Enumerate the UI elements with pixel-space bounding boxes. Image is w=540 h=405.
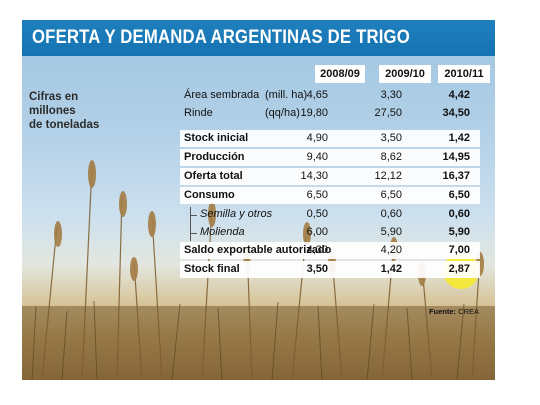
cell-value: 12,12 (374, 170, 402, 182)
sub-item-bracket (190, 207, 199, 241)
table-row: Semilla y otros 0,50 0,60 0,60 (180, 206, 480, 223)
row-label: Producción (184, 151, 245, 163)
wheat-field-image (22, 160, 495, 380)
table-row: Rinde (qq/ha) 19,80 27,50 34,50 (180, 105, 480, 122)
table-row: Producción 9,40 8,62 14,95 (180, 149, 480, 166)
cell-value: 1,42 (448, 132, 470, 144)
table-row: Saldo exportable autorizado 4,30 4,20 7,… (180, 242, 480, 259)
cell-value-highlighted: 2,87 (448, 263, 470, 275)
cell-value: 27,50 (374, 107, 402, 119)
cell-value: 3,50 (380, 132, 402, 144)
cell-value: 6,00 (306, 226, 328, 238)
cell-value: 8,62 (380, 151, 402, 163)
cell-value: 6,50 (380, 189, 402, 201)
cell-value: 5,90 (380, 226, 402, 238)
table-row: Stock inicial 4,90 3,50 1,42 (180, 130, 480, 147)
row-unit: (mill. ha) (265, 89, 308, 101)
cell-value: 6,50 (306, 189, 328, 201)
table-row: Consumo 6,50 6,50 6,50 (180, 187, 480, 204)
cell-value: 6,50 (448, 189, 470, 201)
table-row: Stock final 3,50 1,42 2,87 (180, 261, 480, 278)
source-name: CREA (458, 307, 479, 316)
row-label: Saldo exportable autorizado (184, 244, 332, 256)
cell-value: 1,42 (380, 263, 402, 275)
cell-value: 4,30 (306, 244, 328, 256)
row-label: Rinde (184, 107, 213, 119)
table-row: Molienda 6,00 5,90 5,90 (180, 224, 480, 241)
row-label: Semilla y otros (200, 208, 273, 220)
cell-value: 4,90 (306, 132, 328, 144)
cell-value: 0,60 (448, 208, 470, 220)
cell-value: 0,50 (306, 208, 328, 220)
column-header-2009-10: 2009/10 (379, 65, 431, 83)
cell-value: 19,80 (300, 107, 328, 119)
cell-value: 3,30 (380, 89, 402, 101)
column-header-2008-09: 2008/09 (315, 65, 365, 83)
units-note-line: millones (29, 105, 76, 117)
cell-value: 16,37 (442, 170, 470, 182)
row-label: Molienda (200, 226, 245, 238)
units-note-line: Cifras en (29, 91, 79, 103)
row-label: Stock final (184, 263, 240, 275)
cell-value: 4,65 (306, 89, 328, 101)
cell-value: 14,95 (442, 151, 470, 163)
units-note: Cifras en millones de toneladas (29, 90, 139, 132)
cell-value: 9,40 (306, 151, 328, 163)
row-unit: (qq/ha) (265, 107, 300, 119)
units-note-line: de toneladas (29, 119, 100, 131)
table-row: Área sembrada (mill. ha) 4,65 3,30 4,42 (180, 87, 480, 104)
source-note: Fuente: CREA (429, 307, 479, 316)
column-header-2010-11: 2010/11 (438, 65, 490, 83)
cell-value: 5,90 (448, 226, 470, 238)
cell-value: 14,30 (300, 170, 328, 182)
cell-value: 3,50 (306, 263, 328, 275)
source-label: Fuente: (428, 307, 457, 316)
cell-value: 4,20 (380, 244, 402, 256)
table-row: Oferta total 14,30 12,12 16,37 (180, 168, 480, 185)
row-label: Stock inicial (184, 132, 249, 144)
cell-value: 7,00 (448, 244, 470, 256)
row-label: Área sembrada (184, 89, 260, 101)
infographic-card: OFERTA Y DEMANDA ARGENTINAS DE TRIGO Cif… (22, 20, 495, 380)
row-label: Oferta total (184, 170, 243, 182)
cell-value: 0,60 (380, 208, 402, 220)
cell-value: 34,50 (442, 107, 470, 119)
cell-value: 4,42 (448, 89, 470, 101)
row-label: Consumo (184, 189, 235, 201)
chart-title: OFERTA Y DEMANDA ARGENTINAS DE TRIGO (22, 20, 495, 56)
